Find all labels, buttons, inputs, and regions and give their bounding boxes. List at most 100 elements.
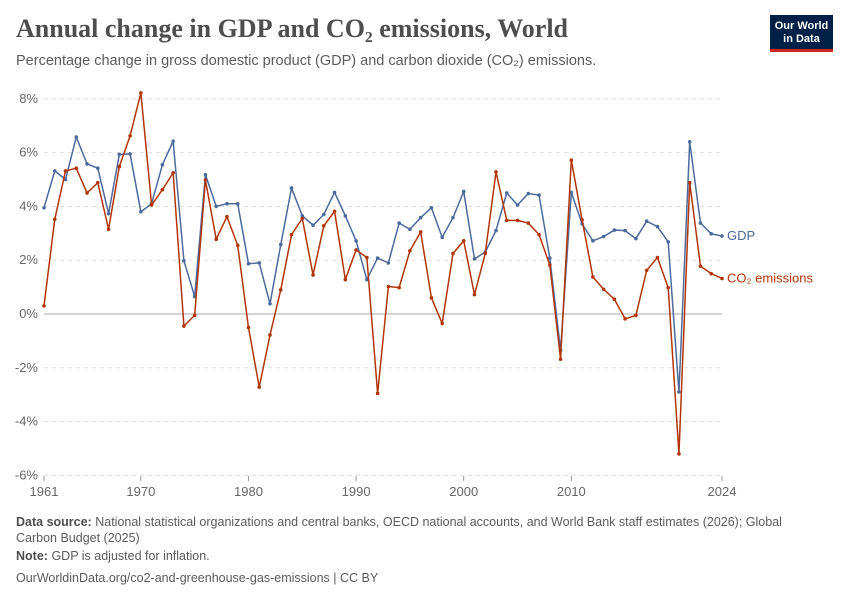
data-point (429, 205, 434, 210)
data-point (52, 217, 57, 222)
data-point (537, 193, 541, 197)
data-point (612, 297, 617, 302)
data-point (225, 214, 229, 219)
data-point (698, 221, 703, 225)
owid-logo[interactable]: Our World in Data (770, 15, 833, 52)
data-point (408, 248, 412, 253)
data-point (601, 287, 606, 292)
data-point (117, 152, 122, 157)
data-point (418, 230, 423, 234)
data-point (149, 203, 154, 207)
data-point (268, 301, 272, 306)
data-point (214, 237, 218, 242)
data-point (397, 221, 401, 225)
data-point (655, 224, 660, 229)
data-point (504, 218, 509, 223)
data-point (440, 321, 444, 326)
chart-subtitle: Percentage change in gross domestic prod… (16, 53, 597, 69)
data-point (85, 162, 89, 166)
data-point (666, 285, 670, 290)
y-tick-label: 8% (19, 91, 38, 106)
source-text: National statistical organizations and c… (16, 515, 782, 545)
data-point (300, 216, 305, 221)
y-tick-label: -4% (15, 414, 39, 429)
data-point (322, 212, 326, 217)
legend-label: GDP (727, 228, 755, 243)
data-point (246, 325, 251, 330)
y-tick-label: 6% (19, 145, 38, 160)
data-point (623, 228, 627, 233)
data-point (558, 357, 563, 361)
data-point (96, 166, 100, 171)
data-point (472, 292, 477, 297)
data-point (203, 172, 208, 177)
data-point (332, 209, 337, 214)
data-point (235, 201, 240, 206)
data-point (365, 255, 369, 260)
data-point (537, 232, 541, 237)
data-point (644, 268, 649, 273)
x-tick-label: 2010 (557, 484, 586, 499)
data-point (289, 186, 294, 190)
data-point (526, 221, 531, 225)
data-point (63, 177, 68, 182)
data-point (268, 333, 272, 337)
data-point (182, 324, 186, 328)
data-point (278, 242, 283, 247)
data-point (128, 152, 132, 156)
x-tick-label: 1970 (126, 484, 155, 499)
data-point (332, 190, 337, 195)
data-point (192, 313, 197, 318)
data-point (139, 91, 143, 95)
data-point (246, 261, 251, 266)
data-point (483, 251, 488, 256)
data-point (634, 313, 638, 318)
data-point (687, 140, 692, 144)
data-point (461, 239, 466, 243)
x-tick-label: 1990 (342, 484, 371, 499)
data-point (526, 191, 531, 196)
chart: -6% -4% -2% 0% 2% 4% 6% 8% 1961 1970 1980 1990 2000 2… (15, 91, 814, 499)
data-point (354, 239, 358, 243)
data-point (106, 211, 111, 216)
data-point (655, 255, 660, 260)
data-point (74, 166, 79, 171)
data-point (311, 223, 315, 228)
data-point (74, 135, 79, 139)
data-point (569, 158, 574, 162)
data-point (214, 204, 218, 209)
data-point (548, 263, 552, 267)
x-tick-label: 1961 (30, 484, 59, 499)
data-point (623, 317, 627, 321)
data-point (591, 239, 595, 243)
data-point (203, 178, 208, 182)
y-tick-label: -2% (15, 360, 39, 375)
data-point (472, 257, 477, 261)
data-point (354, 248, 358, 252)
data-point (709, 232, 714, 236)
data-point (720, 276, 724, 281)
data-point (160, 187, 165, 192)
note-label: Note: (16, 549, 48, 563)
data-point (375, 256, 380, 260)
data-point (160, 162, 165, 167)
logo-line2: in Data (783, 33, 820, 45)
data-point (117, 164, 122, 169)
data-point (461, 189, 466, 194)
data-point (666, 240, 670, 244)
data-point (451, 215, 455, 220)
data-point (171, 139, 175, 144)
data-point (365, 277, 369, 282)
y-tick-label: 2% (19, 252, 38, 267)
data-point (494, 228, 498, 233)
data-point (429, 296, 434, 300)
data-point (235, 243, 240, 248)
data-point (171, 170, 175, 175)
source-url[interactable]: OurWorldinData.org/co2-and-greenhouse-ga… (16, 571, 379, 585)
data-point (709, 271, 714, 276)
data-point (52, 169, 57, 173)
y-tick-label: 0% (19, 306, 38, 321)
data-point (311, 273, 315, 277)
data-point (257, 385, 262, 389)
data-point (42, 304, 46, 308)
